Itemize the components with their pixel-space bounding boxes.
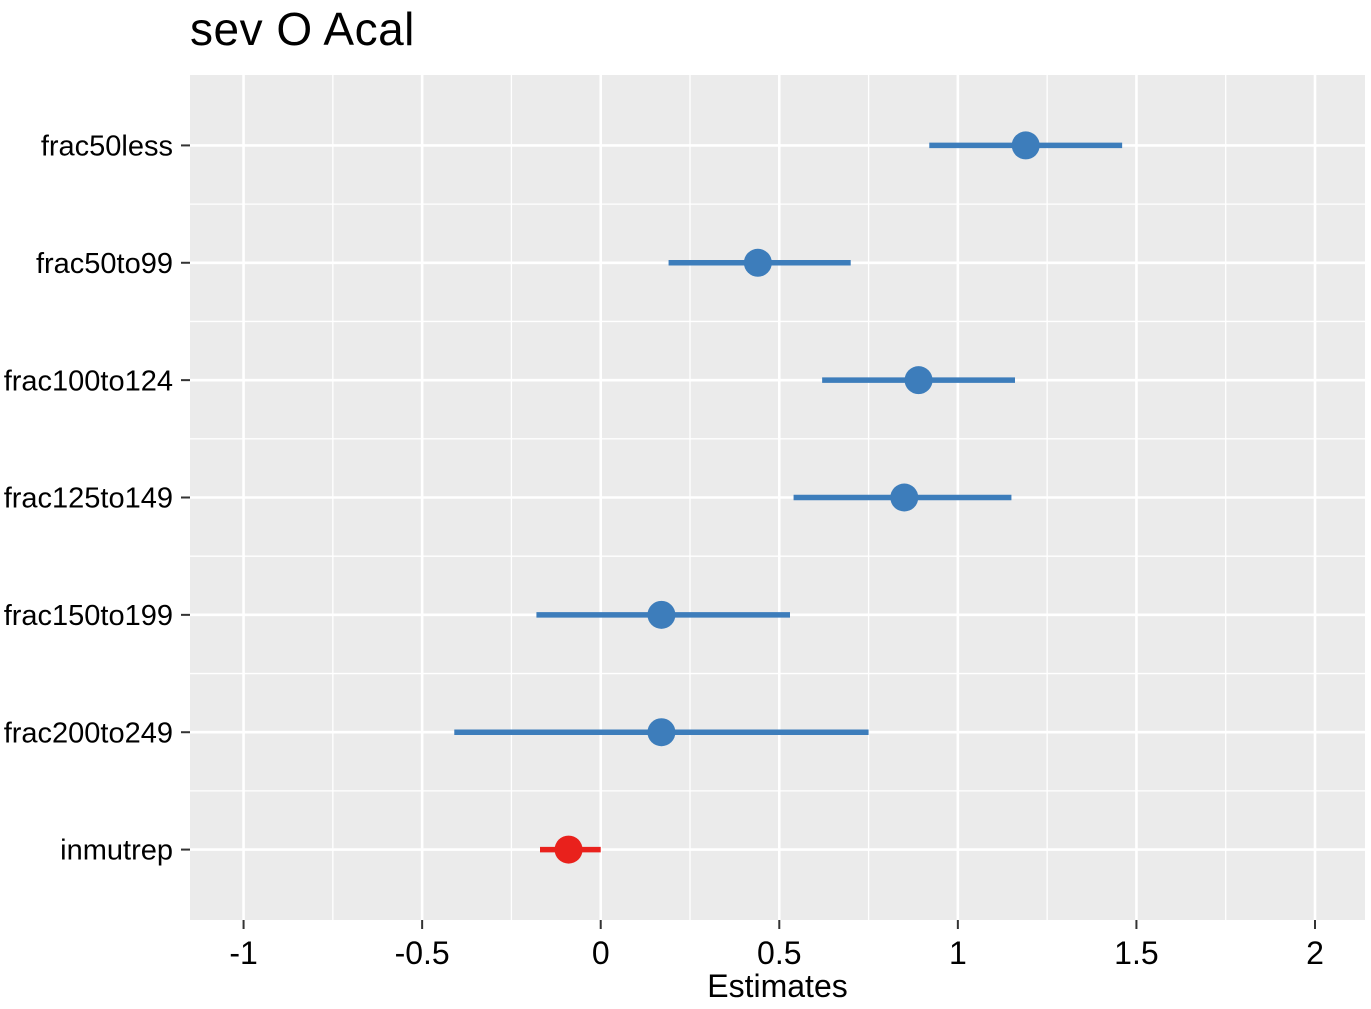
- y-tick-label: frac200to249: [4, 717, 173, 749]
- x-tick-label: 2: [1306, 935, 1324, 971]
- estimate-point-inmutrep: [554, 835, 583, 864]
- y-tick-label: frac50to99: [36, 248, 173, 280]
- estimate-point-frac150to199: [647, 600, 676, 629]
- x-tick-label: 1.5: [1114, 935, 1158, 971]
- estimate-point-frac100to124: [904, 366, 933, 395]
- plot-title: sev O Acal: [190, 3, 415, 55]
- estimate-point-frac200to249: [647, 718, 676, 747]
- y-tick-label: frac125to149: [4, 483, 173, 515]
- estimate-point-frac125to149: [890, 483, 919, 512]
- y-tick-label: frac100to124: [4, 365, 173, 397]
- x-axis-title: Estimates: [707, 968, 848, 1004]
- x-tick-label: 1: [949, 935, 967, 971]
- y-tick-label: frac150to199: [4, 600, 173, 632]
- x-tick-label: -0.5: [395, 935, 450, 971]
- y-tick-label: frac50less: [41, 131, 173, 163]
- x-tick-label: 0.5: [757, 935, 801, 971]
- estimate-point-frac50to99: [743, 248, 772, 277]
- y-tick-label: inmutrep: [60, 835, 173, 867]
- estimate-point-frac50less: [1011, 131, 1040, 160]
- x-tick-label: 0: [592, 935, 610, 971]
- x-tick-label: -1: [229, 935, 257, 971]
